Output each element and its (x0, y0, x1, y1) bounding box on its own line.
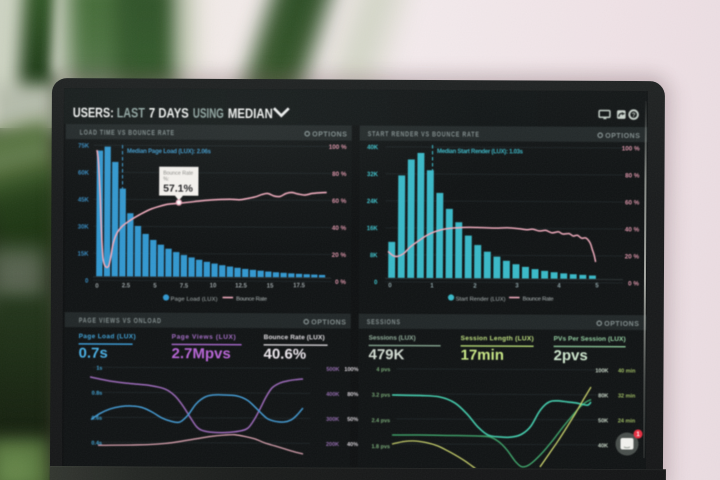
svg-text:USING: USING (193, 105, 224, 121)
svg-text:OPTIONS: OPTIONS (312, 131, 348, 138)
svg-text:24 min: 24 min (618, 418, 636, 424)
svg-text:8K: 8K (370, 253, 378, 259)
svg-text:?: ? (632, 113, 636, 119)
svg-text:Median Page Load (LUX): 2.06s: Median Page Load (LUX): 2.06s (127, 149, 212, 155)
svg-text:SESSIONS: SESSIONS (367, 317, 401, 326)
svg-text:2pvs: 2pvs (554, 347, 588, 364)
svg-text:100%: 100% (344, 367, 358, 373)
svg-text:60 %: 60 % (332, 198, 347, 205)
svg-text:USERS:: USERS: (73, 104, 114, 120)
svg-text:0.8s: 0.8s (92, 391, 103, 397)
svg-text:30K: 30K (78, 225, 90, 231)
svg-text:0 %: 0 % (628, 281, 639, 288)
svg-text:LOAD TIME VS BOUNCE RATE: LOAD TIME VS BOUNCE RATE (80, 128, 175, 137)
svg-text:2.4 pvs: 2.4 pvs (372, 418, 391, 424)
svg-text:Start Render (LUX): Start Render (LUX) (456, 297, 506, 303)
svg-text:40 %: 40 % (332, 225, 347, 232)
svg-text:1.8 pvs: 1.8 pvs (371, 444, 390, 450)
svg-text:Bounce Rate: Bounce Rate (523, 296, 554, 302)
svg-text:START RENDER VS BOUNCE RATE: START RENDER VS BOUNCE RATE (368, 129, 480, 139)
svg-text:80K: 80K (598, 393, 608, 399)
svg-text:40 %: 40 % (625, 227, 640, 234)
svg-text:32K: 32K (367, 172, 379, 178)
svg-text:16K: 16K (367, 226, 379, 232)
svg-text:Page Load (LUX): Page Load (LUX) (171, 297, 218, 303)
svg-text:OPTIONS: OPTIONS (605, 133, 641, 140)
svg-text:80 %: 80 % (625, 173, 640, 180)
svg-text:40K: 40K (598, 443, 608, 449)
svg-text:500K: 500K (326, 367, 339, 373)
svg-text:Page Load (LUX): Page Load (LUX) (79, 333, 136, 340)
svg-text:Session Length (LUX): Session Length (LUX) (461, 335, 534, 342)
svg-text:OPTIONS: OPTIONS (311, 319, 347, 326)
svg-text:Bounce Rate: Bounce Rate (236, 296, 267, 302)
svg-text:100K: 100K (595, 368, 608, 374)
svg-text:60 %: 60 % (625, 200, 640, 207)
svg-text:50K: 50K (598, 418, 608, 424)
svg-text:40K: 40K (367, 145, 379, 151)
svg-text:2.7Mpvs: 2.7Mpvs (172, 345, 231, 362)
svg-text:Median Start Render (LUX): 1.0: Median Start Render (LUX): 1.03s (437, 149, 524, 155)
svg-text:100 %: 100 % (622, 145, 640, 152)
svg-text:10: 10 (210, 284, 217, 290)
svg-text:40.6%: 40.6% (264, 346, 307, 363)
svg-text:Sessions (LUX): Sessions (LUX) (369, 335, 416, 342)
svg-text:300K: 300K (326, 417, 339, 423)
svg-text:7.5: 7.5 (180, 283, 189, 289)
svg-text:17.5: 17.5 (293, 283, 305, 289)
svg-text:24K: 24K (367, 199, 379, 205)
svg-text:2.5: 2.5 (122, 283, 131, 289)
svg-text:MEDIAN: MEDIAN (228, 105, 273, 121)
svg-text:100 %: 100 % (329, 144, 347, 151)
svg-text:40%: 40% (347, 442, 358, 448)
svg-text:0.7s: 0.7s (79, 345, 108, 362)
svg-text:50%: 50% (347, 417, 358, 423)
svg-text:7 DAYS: 7 DAYS (149, 105, 189, 121)
svg-text:12.5: 12.5 (235, 283, 247, 289)
svg-text:PAGE VIEWS VS ONLOAD: PAGE VIEWS VS ONLOAD (79, 316, 162, 325)
svg-text:15: 15 (267, 284, 274, 290)
svg-text:20 %: 20 % (332, 252, 347, 259)
svg-text:45K: 45K (78, 198, 90, 204)
svg-text:1s: 1s (96, 366, 102, 372)
svg-text:40 min: 40 min (618, 368, 636, 374)
svg-text:LAST: LAST (117, 104, 145, 120)
svg-text:Bounce Rate (LUX): Bounce Rate (LUX) (264, 334, 325, 341)
svg-text:4 pvs: 4 pvs (376, 367, 390, 373)
svg-text:400K: 400K (326, 392, 339, 398)
svg-text:15K: 15K (78, 252, 90, 258)
svg-text:Page Views (LUX): Page Views (LUX) (172, 334, 236, 341)
svg-text:57.1%: 57.1% (163, 183, 193, 195)
svg-text:32 min: 32 min (618, 393, 636, 399)
svg-text:20 %: 20 % (625, 254, 640, 261)
svg-text:80%: 80% (347, 392, 358, 398)
svg-text:3.2 pvs: 3.2 pvs (372, 393, 391, 399)
svg-text:75K: 75K (78, 144, 90, 150)
svg-text:OPTIONS: OPTIONS (604, 321, 640, 328)
svg-text:200K: 200K (326, 442, 339, 448)
svg-text:479K: 479K (369, 346, 405, 363)
svg-text:60K: 60K (78, 171, 90, 177)
svg-text:80 %: 80 % (332, 171, 347, 178)
svg-text:0 %: 0 % (335, 279, 346, 286)
svg-text:17min: 17min (461, 347, 504, 364)
svg-text:PVs Per Session (LUX): PVs Per Session (LUX) (554, 336, 626, 343)
